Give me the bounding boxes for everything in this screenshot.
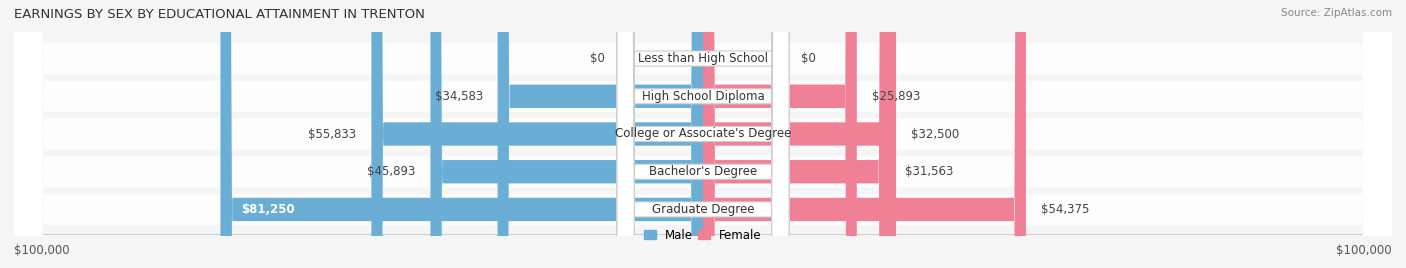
Legend: Male, Female: Male, Female <box>640 224 766 246</box>
Text: Graduate Degree: Graduate Degree <box>652 203 754 216</box>
Text: $100,000: $100,000 <box>14 244 70 257</box>
FancyBboxPatch shape <box>703 0 896 268</box>
FancyBboxPatch shape <box>703 0 890 268</box>
Text: EARNINGS BY SEX BY EDUCATIONAL ATTAINMENT IN TRENTON: EARNINGS BY SEX BY EDUCATIONAL ATTAINMEN… <box>14 8 425 21</box>
Text: $25,893: $25,893 <box>872 90 920 103</box>
FancyBboxPatch shape <box>703 0 1026 268</box>
FancyBboxPatch shape <box>617 0 789 268</box>
Text: $0: $0 <box>591 52 605 65</box>
FancyBboxPatch shape <box>14 0 1392 268</box>
Text: College or Associate's Degree: College or Associate's Degree <box>614 128 792 140</box>
FancyBboxPatch shape <box>617 0 789 268</box>
Text: Less than High School: Less than High School <box>638 52 768 65</box>
FancyBboxPatch shape <box>14 0 1392 268</box>
FancyBboxPatch shape <box>221 0 703 268</box>
Text: $34,583: $34,583 <box>434 90 482 103</box>
FancyBboxPatch shape <box>14 0 1392 268</box>
Text: $45,893: $45,893 <box>367 165 416 178</box>
FancyBboxPatch shape <box>617 0 789 268</box>
Text: $0: $0 <box>801 52 815 65</box>
FancyBboxPatch shape <box>498 0 703 268</box>
Text: $32,500: $32,500 <box>911 128 959 140</box>
FancyBboxPatch shape <box>14 0 1392 268</box>
Text: $100,000: $100,000 <box>1336 244 1392 257</box>
FancyBboxPatch shape <box>14 0 1392 268</box>
Text: $54,375: $54,375 <box>1040 203 1090 216</box>
Text: Bachelor's Degree: Bachelor's Degree <box>650 165 756 178</box>
Text: $55,833: $55,833 <box>308 128 357 140</box>
FancyBboxPatch shape <box>703 0 856 268</box>
FancyBboxPatch shape <box>371 0 703 268</box>
FancyBboxPatch shape <box>617 0 789 268</box>
FancyBboxPatch shape <box>617 0 789 268</box>
Text: $31,563: $31,563 <box>905 165 953 178</box>
Text: $81,250: $81,250 <box>242 203 295 216</box>
Text: Source: ZipAtlas.com: Source: ZipAtlas.com <box>1281 8 1392 18</box>
Text: High School Diploma: High School Diploma <box>641 90 765 103</box>
FancyBboxPatch shape <box>430 0 703 268</box>
